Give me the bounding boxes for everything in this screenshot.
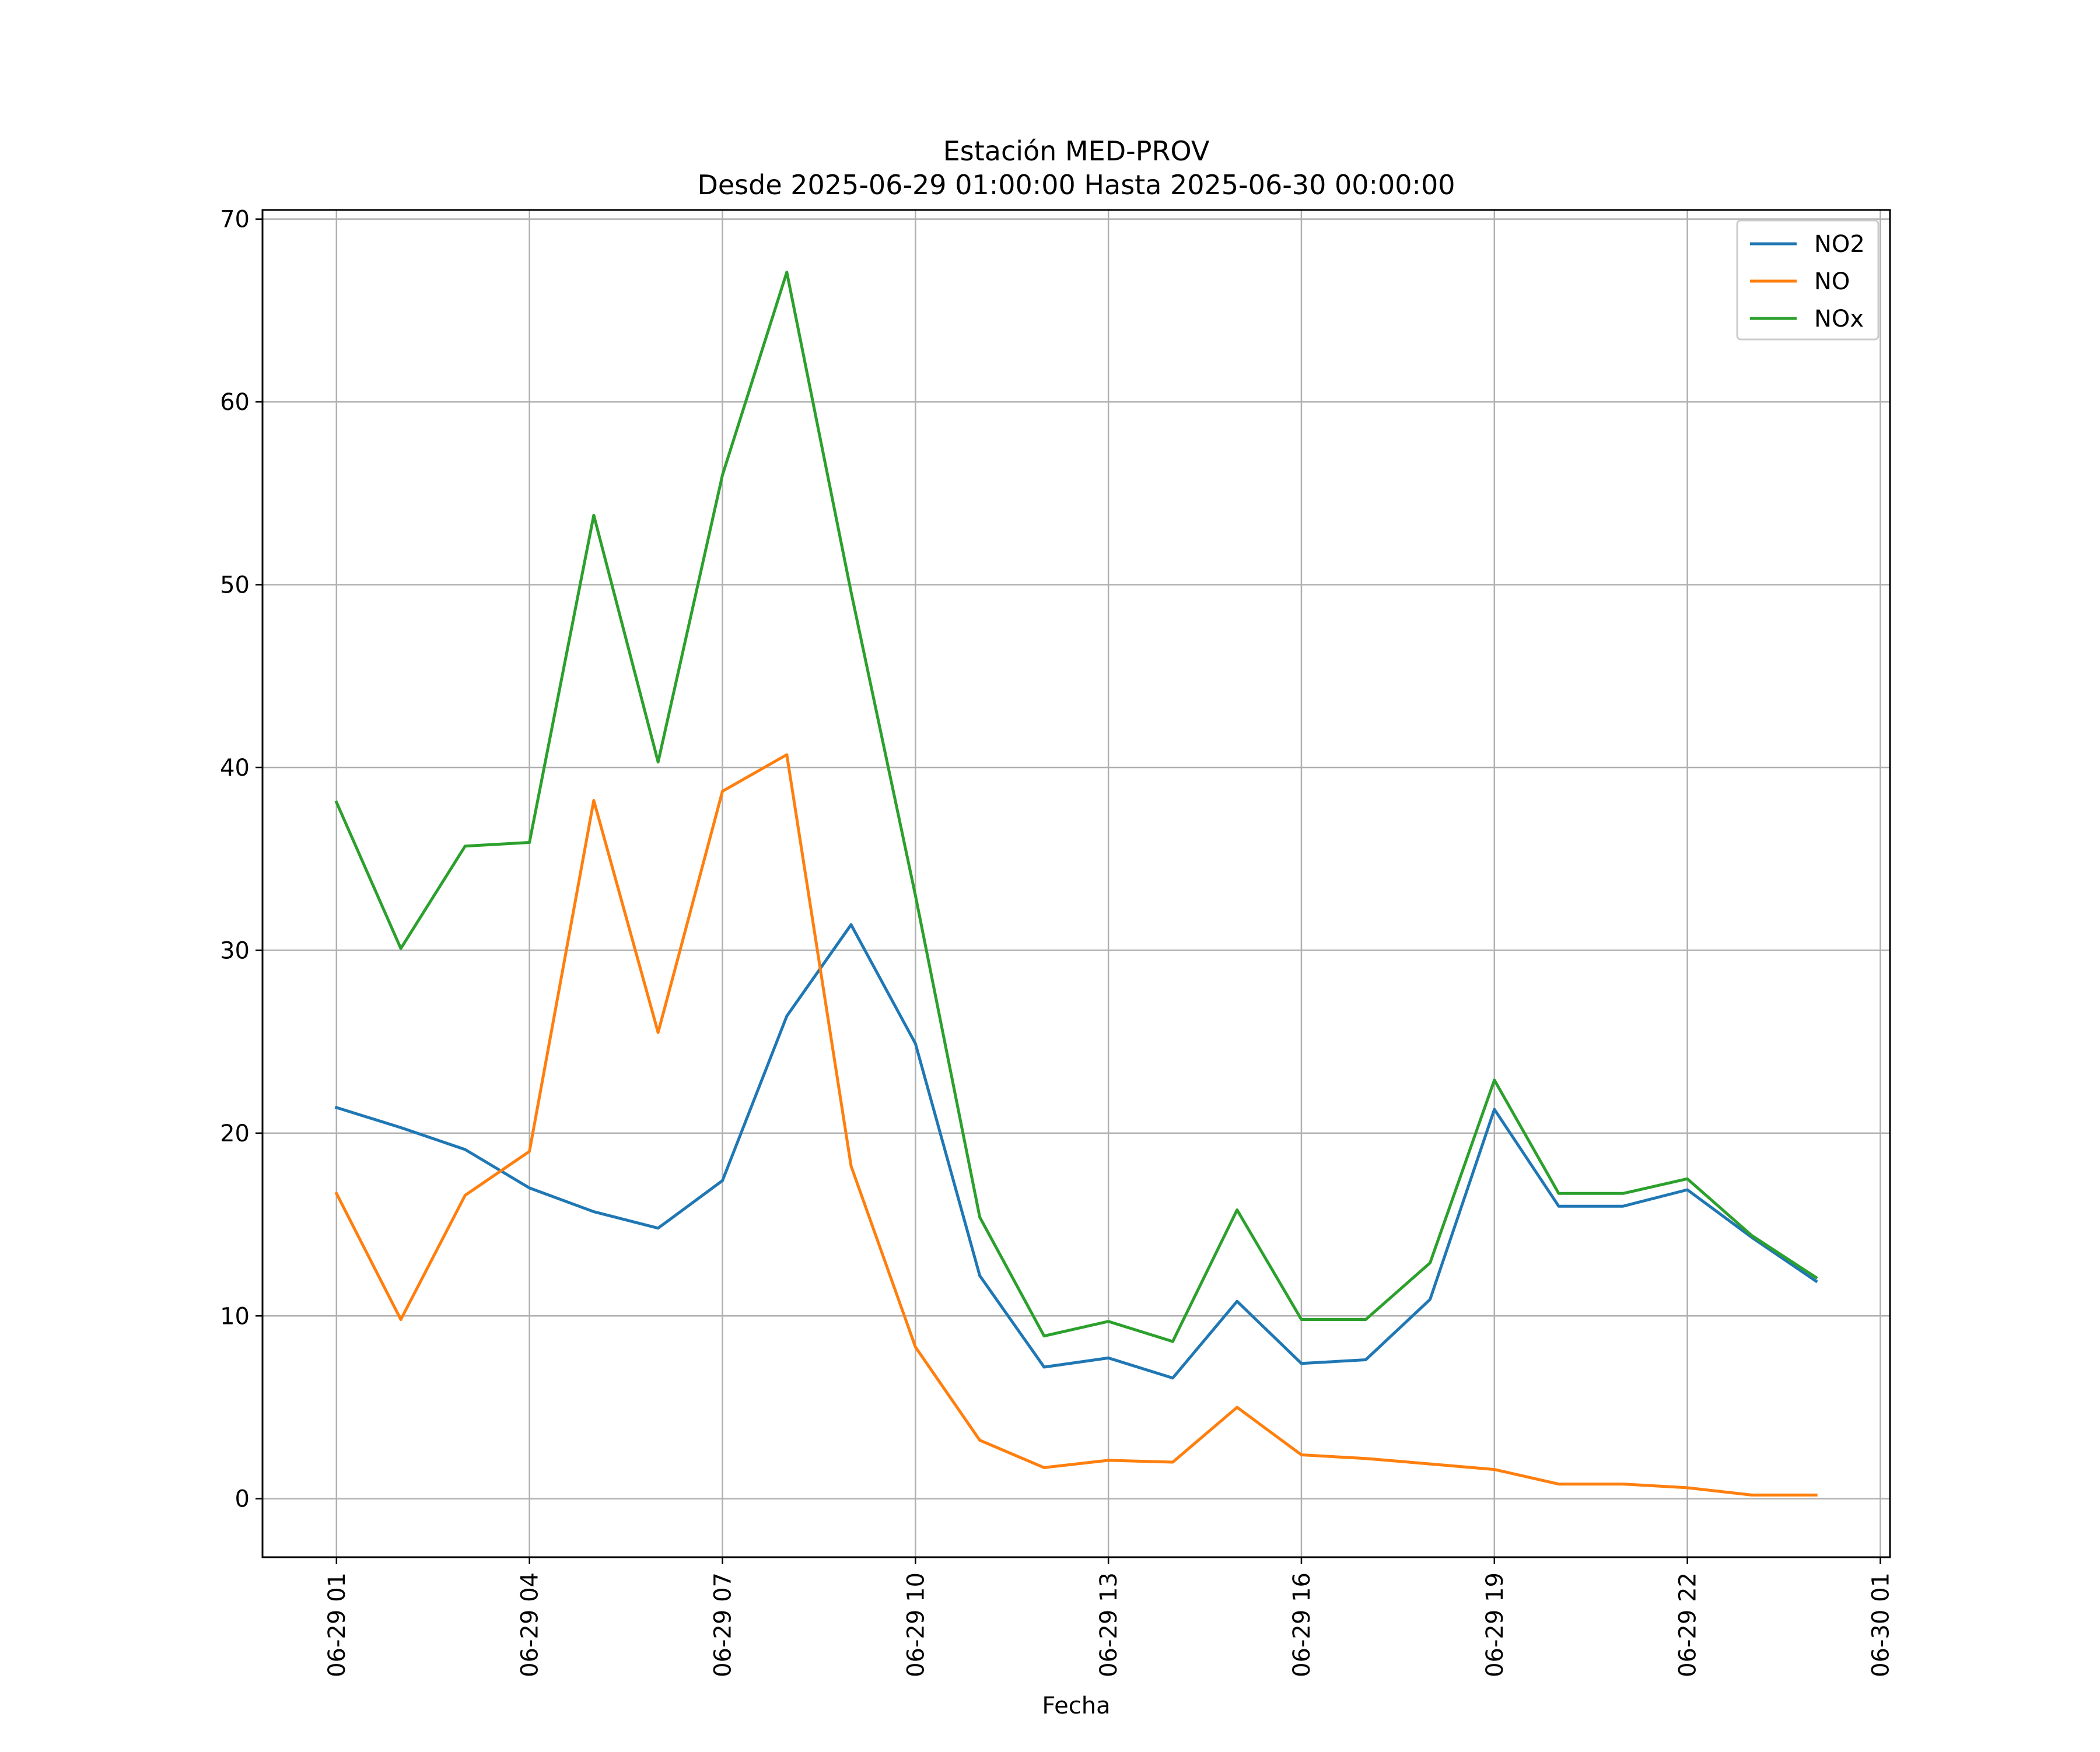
y-tick-label: 70 bbox=[220, 206, 250, 233]
y-tick-label: 40 bbox=[220, 755, 250, 782]
x-tick-label: 06-29 04 bbox=[517, 1572, 544, 1677]
legend-label-no: NO bbox=[1814, 268, 1850, 295]
legend-box bbox=[1736, 219, 1880, 341]
x-tick-label: 06-29 01 bbox=[324, 1572, 351, 1677]
axis-ticks: 0 10 20 30 40 50 60 70 06-29 01 06-29 04 06-29 07 0… bbox=[220, 206, 1894, 1677]
y-tick-label: 20 bbox=[220, 1120, 250, 1147]
y-tick-label: 0 bbox=[235, 1486, 250, 1513]
x-tick-label: 06-29 22 bbox=[1675, 1572, 1702, 1677]
x-tick-label: 06-29 07 bbox=[709, 1572, 736, 1677]
legend: NO2 NO NOx bbox=[1736, 219, 1880, 341]
x-tick-label: 06-29 16 bbox=[1289, 1572, 1315, 1677]
legend-label-no2: NO2 bbox=[1814, 231, 1865, 258]
y-tick-label: 50 bbox=[220, 572, 250, 599]
legend-items: NO2 NO NOx bbox=[1750, 231, 1865, 332]
x-tick-label: 06-30 01 bbox=[1867, 1572, 1894, 1677]
series-line-no2 bbox=[334, 923, 1818, 1380]
x-tick-label: 06-29 10 bbox=[902, 1572, 929, 1677]
y-tick-label: 60 bbox=[220, 389, 250, 416]
chart-title-line1: Estación MED-PROV bbox=[943, 135, 1210, 167]
y-tick-label: 30 bbox=[220, 937, 250, 964]
series-line-no bbox=[334, 753, 1818, 1497]
y-tick-label: 10 bbox=[220, 1303, 250, 1330]
x-axis-label: Fecha bbox=[1042, 1693, 1110, 1719]
series-lines bbox=[334, 271, 1818, 1497]
plot-frame bbox=[261, 209, 1891, 1558]
legend-label-nox: NOx bbox=[1814, 306, 1864, 332]
x-tick-label: 06-29 19 bbox=[1482, 1572, 1508, 1677]
series-line-nox bbox=[334, 271, 1818, 1343]
chart-title-line2: Desde 2025-06-29 01:00:00 Hasta 2025-06-… bbox=[697, 169, 1455, 201]
x-tick-label: 06-29 13 bbox=[1096, 1572, 1122, 1677]
